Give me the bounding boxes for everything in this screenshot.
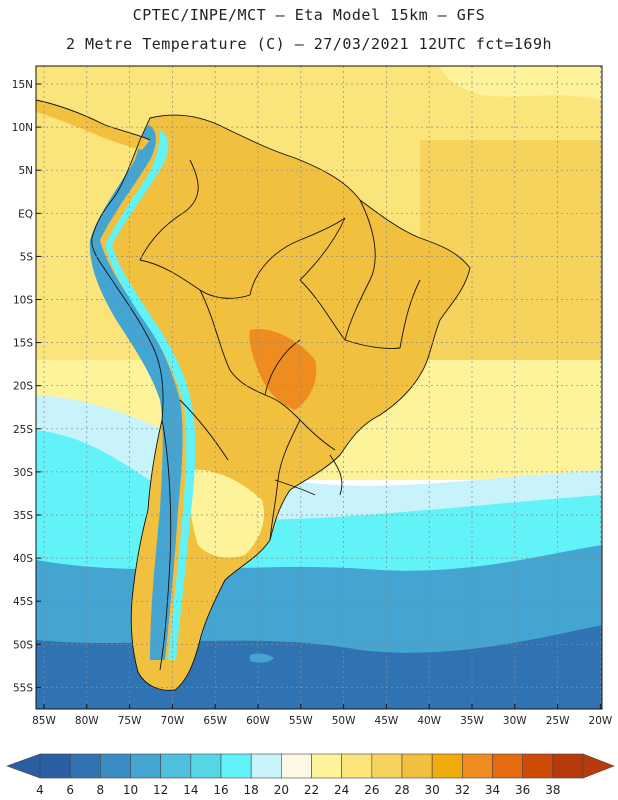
- colorbar-tick-label: 36: [515, 783, 530, 797]
- longitude-label: 30W: [503, 715, 527, 727]
- colorbar-swatch: [462, 753, 493, 779]
- latitude-labels: 15N 10N 5N EQ 5S 10S 15S 20S 25S 30S 35S 40S 45S 50S 5…: [12, 79, 41, 694]
- colorbar-tick-label: 10: [123, 783, 138, 797]
- latitude-label: EQ: [18, 208, 33, 220]
- latitude-label: 30S: [13, 467, 33, 479]
- longitude-label: 55W: [289, 715, 313, 727]
- colorbar-tick-label: 32: [455, 783, 470, 797]
- latitude-label: 15N: [12, 79, 33, 91]
- longitude-label: 80W: [75, 715, 99, 727]
- latitude-label: 55S: [13, 682, 33, 694]
- colorbar-over-arrow: [582, 753, 615, 779]
- map-plot-area: [36, 66, 602, 709]
- colorbar-tick-label: 14: [183, 783, 198, 797]
- colorbar-swatch: [160, 753, 192, 779]
- colorbar-tick-label: 8: [97, 783, 105, 797]
- latitude-label: 20S: [13, 381, 33, 393]
- latitude-label: 5S: [20, 251, 34, 263]
- colorbar-tick-label: 24: [334, 783, 349, 797]
- political-borders: [36, 99, 471, 691]
- colorbar-under-arrow: [6, 753, 41, 779]
- longitude-label: 75W: [118, 715, 142, 727]
- longitude-label: 50W: [332, 715, 356, 727]
- colorbar-tick-label: 34: [485, 783, 500, 797]
- land-hot-core: [249, 329, 317, 410]
- latitude-label: 40S: [13, 553, 33, 565]
- colorbar-swatch: [190, 753, 222, 779]
- colorbar-swatch: [69, 753, 101, 779]
- colorbar-tick-label: 28: [394, 783, 409, 797]
- colorbar-swatch: [39, 753, 71, 779]
- colorbar-labels: 4 6 8 10 12 14 16 18 20 22 24 26 28 30 32 34 36 38: [36, 783, 560, 797]
- colorbar-tick-label: 20: [274, 783, 289, 797]
- colorbar-swatch: [401, 753, 433, 779]
- longitude-labels: 85W 80W 75W 70W 65W 60W 55W 50W 45W 40W 35W 30W 25W 2…: [32, 704, 613, 727]
- map-title-line-1: CPTEC/INPE/MCT – Eta Model 15km – GFS: [132, 6, 486, 24]
- longitude-label: 35W: [460, 715, 484, 727]
- longitude-label: 70W: [161, 715, 185, 727]
- land-patagonia-mild: [189, 469, 265, 558]
- colorbar-swatch: [100, 753, 131, 779]
- map-grid: [36, 66, 602, 709]
- colorbar-swatch: [492, 753, 523, 779]
- colorbar-swatch: [371, 753, 403, 779]
- map-title-line-2: 2 Metre Temperature (C) – 27/03/2021 12U…: [65, 35, 553, 53]
- longitude-label: 65W: [203, 715, 227, 727]
- colorbar-swatch: [311, 753, 342, 779]
- central-america: [36, 100, 150, 150]
- latitude-label: 5N: [18, 165, 33, 177]
- latitude-label: 35S: [13, 510, 33, 522]
- colorbar-tick-label: 16: [213, 783, 228, 797]
- colorbar-tick-label: 30: [425, 783, 440, 797]
- colorbar-swatch: [281, 753, 312, 779]
- longitude-label: 40W: [417, 715, 441, 727]
- longitude-label: 60W: [246, 715, 270, 727]
- latitude-label: 10S: [13, 295, 33, 307]
- colorbar-tick-label: 38: [545, 783, 560, 797]
- colorbar: [6, 753, 615, 779]
- colorbar-swatch: [522, 753, 554, 779]
- map-frame: [35, 65, 603, 710]
- colorbar-tick-label: 4: [36, 783, 44, 797]
- longitude-label: 25W: [546, 715, 570, 727]
- longitude-label: 45W: [375, 715, 399, 727]
- latitude-label: 45S: [13, 596, 33, 608]
- colorbar-swatch: [341, 753, 373, 779]
- longitude-label: 20W: [589, 715, 613, 727]
- colorbar-swatch: [220, 753, 252, 779]
- colorbar-swatch: [250, 753, 282, 779]
- colorbar-swatch: [431, 753, 463, 779]
- latitude-label: 25S: [13, 424, 33, 436]
- falkland-islands: [250, 653, 274, 663]
- colorbar-tick-label: 6: [66, 783, 74, 797]
- latitude-label: 15S: [13, 338, 33, 350]
- colorbar-tick-label: 22: [304, 783, 319, 797]
- colorbar-tick-label: 26: [364, 783, 379, 797]
- colorbar-swatch: [552, 753, 584, 779]
- latitude-label: 50S: [13, 639, 33, 651]
- colorbar-swatch: [130, 753, 161, 779]
- latitude-label: 10N: [12, 122, 33, 134]
- andes-high-terrain: [89, 125, 183, 660]
- colorbar-tick-label: 18: [244, 783, 259, 797]
- colorbar-tick-label: 12: [153, 783, 168, 797]
- ocean-north-hotspot: [440, 66, 602, 100]
- longitude-label: 85W: [32, 715, 56, 727]
